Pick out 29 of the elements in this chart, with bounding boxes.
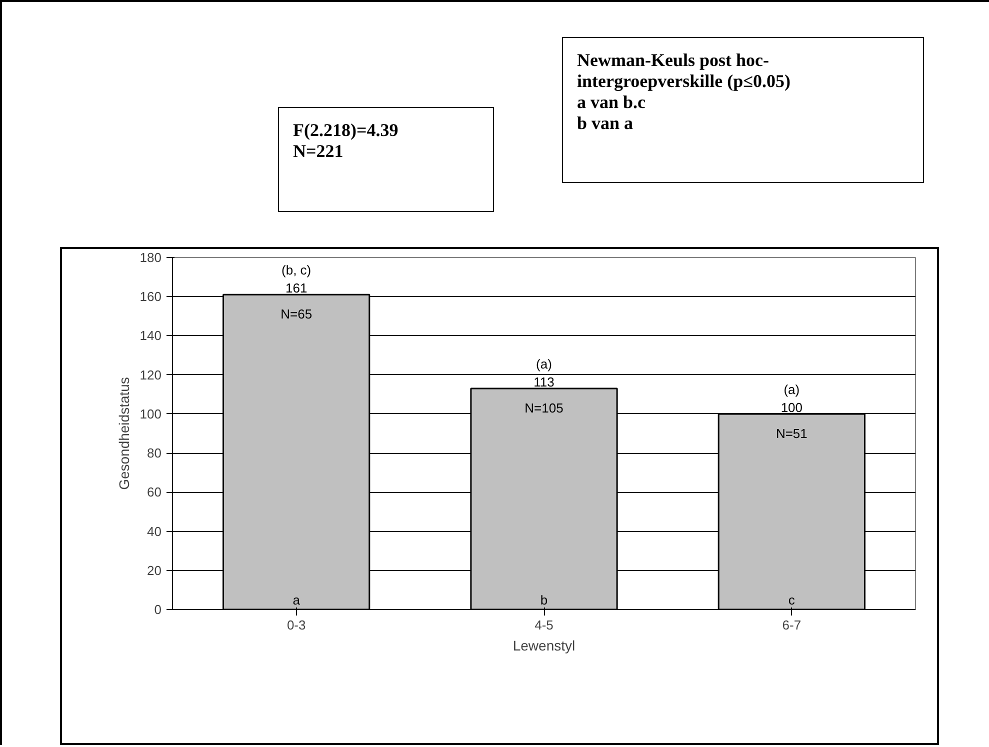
- x-axis-title: Lewenstyl: [512, 638, 576, 654]
- y-tick-label: 100: [140, 406, 162, 422]
- text: Newman-Keuls post hoc- intergroepverskille (p≤0.05) a van b.c b van a: [562, 37, 924, 183]
- y-tick-label: 40: [147, 524, 162, 539]
- data-label: 161: [285, 280, 308, 296]
- annotation: c: [788, 592, 796, 608]
- y-tick-label: 180: [140, 250, 162, 265]
- annotation: N=51: [776, 426, 808, 441]
- annotation: (b, c): [282, 262, 312, 278]
- y-tick-label: 140: [140, 328, 162, 344]
- annotation: N=65: [280, 306, 312, 322]
- x-tick-label: 6-7: [782, 618, 802, 632]
- y-tick-label: 20: [147, 562, 162, 578]
- annotation: a: [292, 592, 301, 608]
- y-axis-title: Gesondheidstatus: [116, 377, 132, 490]
- annotation: (a): [784, 382, 800, 397]
- y-tick-label: 0: [154, 602, 162, 617]
- x-tick-label: 0-3: [286, 618, 306, 632]
- y-tick-label: 120: [140, 367, 162, 382]
- annotation: (a): [536, 356, 552, 372]
- annotation: N=105: [524, 400, 564, 416]
- y-tick-label: 60: [147, 484, 162, 500]
- y-tick-label: 80: [147, 446, 162, 461]
- annotation: b: [540, 592, 548, 608]
- y-tick-label: 160: [140, 289, 162, 304]
- text: F(2.218)=4.39 N=221: [278, 107, 494, 212]
- data-label: 113: [534, 374, 554, 390]
- x-tick-label: 4-5: [534, 618, 554, 632]
- data-label: 100: [780, 400, 803, 415]
